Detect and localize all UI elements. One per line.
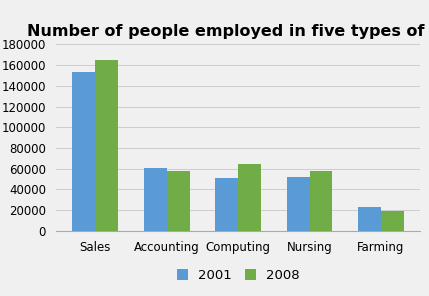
Bar (310, 171, 332, 231)
Bar (144, 168, 166, 231)
Bar (95, 60, 118, 231)
Bar (73, 72, 95, 231)
Text: Number of people employed in five types of work: Number of people employed in five types … (27, 24, 429, 39)
Bar (215, 178, 238, 231)
Legend: 2001, 2008: 2001, 2008 (173, 266, 303, 286)
Bar (358, 207, 381, 231)
Bar (238, 163, 261, 231)
Bar (166, 171, 190, 231)
Bar (287, 177, 310, 231)
Bar (381, 211, 404, 231)
